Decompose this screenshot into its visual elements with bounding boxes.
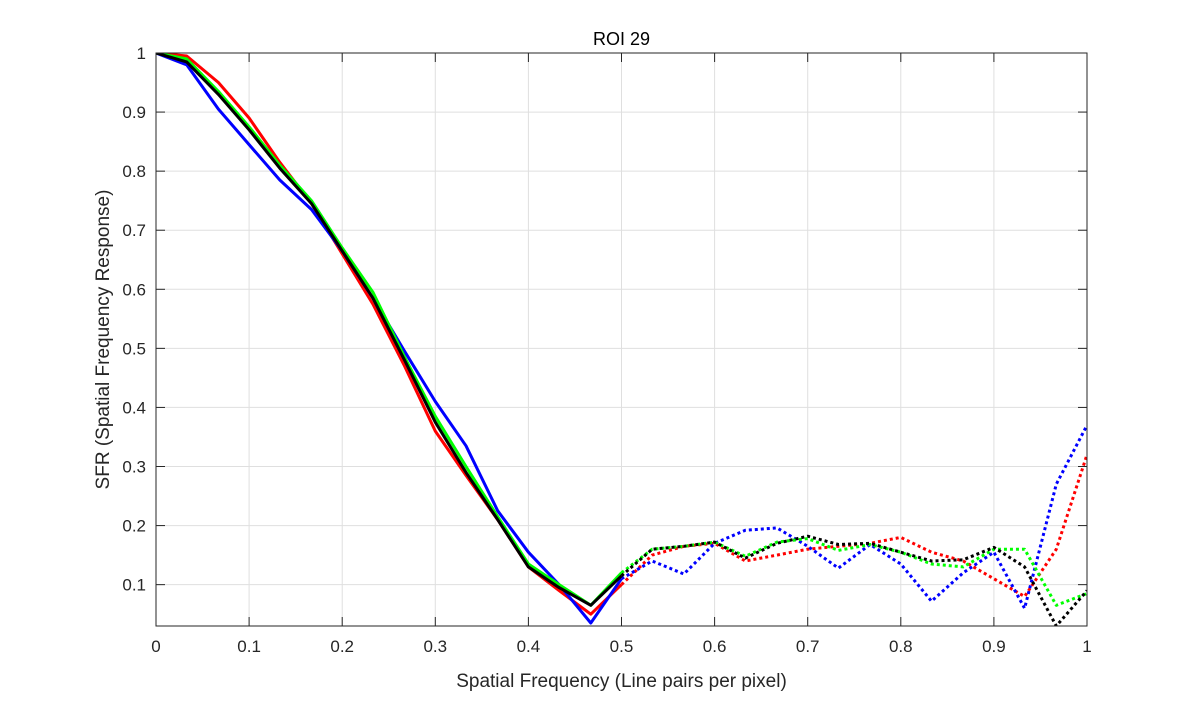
x-tick-label: 0.3 xyxy=(423,637,447,656)
y-tick-label: 0.7 xyxy=(122,221,146,240)
x-tick-label: 0.1 xyxy=(237,637,261,656)
x-tick-label: 0.8 xyxy=(889,637,913,656)
x-tick-label: 0.9 xyxy=(982,637,1006,656)
y-axis-label: SFR (Spatial Frequency Response) xyxy=(93,190,114,490)
y-tick-label: 0.8 xyxy=(122,162,146,181)
x-tick-label: 0.6 xyxy=(703,637,727,656)
y-tick-label: 0.6 xyxy=(122,280,146,299)
series-line-green-dotted xyxy=(620,537,1087,607)
y-tick-labels: 0.1 0.2 0.3 0.4 0.5 0.6 0.7 0.8 0.9 1 xyxy=(122,44,146,595)
x-tick-label: 0.4 xyxy=(517,637,541,656)
x-tick-label: 0.5 xyxy=(610,637,634,656)
y-tick-label: 1 xyxy=(137,44,146,63)
y-tick-label: 0.9 xyxy=(122,103,146,122)
x-axis-label: Spatial Frequency (Line pairs per pixel) xyxy=(456,671,787,692)
x-tick-label: 0 xyxy=(151,637,160,656)
series-line-blue-dotted xyxy=(620,424,1087,610)
series-line-black-dotted xyxy=(620,534,1087,626)
series-line-black xyxy=(156,53,623,607)
x-tick-labels: 0 0.1 0.2 0.3 0.4 0.5 0.6 0.7 0.8 0.9 1 xyxy=(151,637,1091,656)
chart-title: ROI 29 xyxy=(593,29,650,49)
x-tick-label: 1 xyxy=(1082,637,1091,656)
x-tick-label: 0.7 xyxy=(796,637,820,656)
x-tick-label: 0.2 xyxy=(330,637,354,656)
ticks xyxy=(155,52,1088,626)
y-tick-label: 0.2 xyxy=(122,517,146,536)
y-tick-label: 0.1 xyxy=(122,576,146,595)
y-tick-label: 0.3 xyxy=(122,458,146,477)
series-line-green xyxy=(156,53,623,607)
series-layer xyxy=(156,53,1087,626)
y-tick-label: 0.4 xyxy=(122,398,146,417)
y-tick-label: 0.5 xyxy=(122,339,146,358)
